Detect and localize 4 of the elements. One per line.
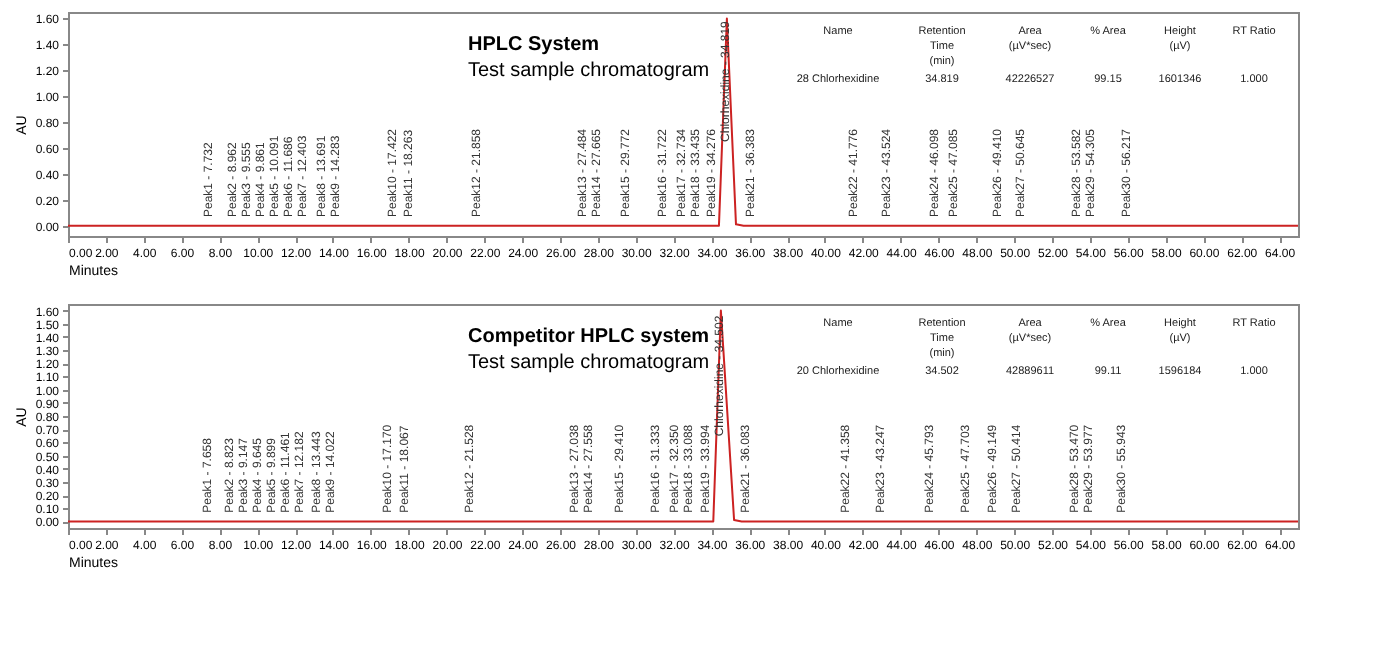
text: HPLC System [468, 34, 600, 56]
text: Competitor HPLC system [468, 326, 710, 348]
text: Test sample chromatogram [468, 352, 710, 374]
text: Test sample chromatogram [468, 60, 710, 82]
